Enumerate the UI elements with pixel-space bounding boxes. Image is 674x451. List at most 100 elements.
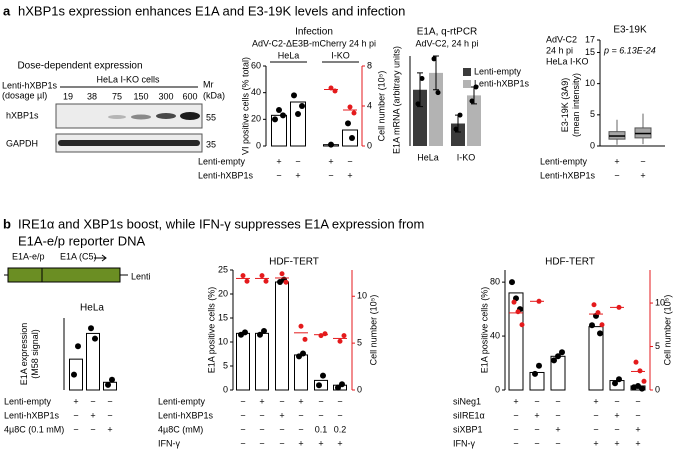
condition-sign: + (295, 170, 300, 180)
condition-label: Lenti-hXBP1s (198, 170, 254, 180)
data-point (291, 92, 297, 99)
data-point (109, 376, 115, 383)
condition-sign: − (259, 424, 264, 434)
data-point (555, 353, 561, 360)
condition-sign: + (328, 156, 333, 166)
data-point (519, 322, 525, 328)
data-point (597, 330, 603, 337)
mr-label: Mr (203, 79, 214, 89)
data-point (279, 271, 285, 277)
dose: 150 (133, 91, 148, 101)
tick-label: 10 (585, 78, 595, 88)
condition-sign: + (90, 410, 95, 420)
condition-sign: − (534, 424, 539, 434)
condition-sign: − (276, 170, 281, 180)
data-point (509, 279, 515, 286)
blot-membrane (55, 103, 203, 129)
band (156, 113, 176, 119)
condition-sign: − (513, 410, 518, 420)
condition-sign: − (328, 170, 333, 180)
condition-label: 4µ8C (mM) (158, 424, 203, 434)
data-point (473, 84, 479, 90)
bar (588, 326, 604, 391)
chart-title: HeLa (80, 303, 104, 314)
data-point (345, 120, 351, 127)
condition-sign: + (635, 424, 640, 434)
condition-sign: − (534, 396, 539, 406)
condition-label: Lenti-empty (198, 156, 246, 166)
condition-sign: + (614, 438, 619, 448)
condition-sign: + (107, 424, 112, 434)
tick-label: 10 (218, 336, 228, 346)
condition-sign: − (107, 396, 112, 406)
data-point (616, 376, 622, 383)
condition-sign: − (513, 424, 518, 434)
bar (236, 332, 250, 391)
blot-row-label: GAPDH (6, 138, 38, 148)
data-point (591, 302, 597, 308)
data-point (92, 335, 98, 342)
condition-label: Lenti-hXBP1s (158, 410, 214, 420)
tick-label: 15 (218, 312, 228, 322)
blot-row-label: hXBP1s (6, 110, 39, 120)
axis-label: E1A positive cells (%) (479, 287, 489, 374)
tick-label: 15 (585, 47, 595, 57)
data-point (551, 357, 557, 364)
condition-sign: − (73, 424, 78, 434)
condition-sign: + (555, 424, 560, 434)
condition-sign: − (614, 396, 619, 406)
data-point (298, 323, 304, 329)
condition-sign: − (259, 438, 264, 448)
data-point (589, 322, 595, 329)
p-value: p = 6.13E-24 (603, 45, 656, 55)
tick-label: 60 (251, 60, 261, 70)
reporter-diagram: E1A-e/p E1A (C5) Lenti (4, 251, 151, 283)
data-point (339, 381, 345, 388)
group-label: HeLa (278, 50, 300, 60)
tick-label: 20 (218, 288, 228, 298)
condition-label: Lenti-empty (4, 396, 52, 406)
tick-label: 10 (357, 291, 367, 301)
bar (290, 101, 306, 147)
legend-swatch (463, 68, 471, 76)
data-point (532, 370, 538, 377)
dose: 19 (63, 91, 73, 101)
data-point (316, 382, 322, 389)
data-point (332, 88, 338, 94)
panel-label: a (3, 3, 11, 18)
dose: 38 (87, 91, 97, 101)
condition-label: Lenti-empty (158, 396, 206, 406)
legend-swatch (463, 80, 471, 88)
condition-sign: 0.2 (334, 424, 347, 434)
condition-sign: + (534, 410, 539, 420)
data-point (612, 380, 618, 387)
condition-sign: + (347, 170, 352, 180)
condition-label: Lenti-hXBP1s (4, 410, 60, 420)
condition-sign: − (534, 438, 539, 448)
data-point (88, 325, 94, 332)
data-point (242, 329, 248, 336)
annotation: 24 h pi (546, 45, 573, 55)
tick-label: 5 (357, 338, 362, 348)
data-point (261, 327, 267, 334)
data-point (328, 85, 334, 91)
condition-sign: − (640, 156, 645, 166)
bar (294, 354, 308, 391)
data-point (244, 278, 250, 284)
condition-sign: − (318, 396, 323, 406)
bar (271, 114, 287, 147)
data-point (257, 331, 263, 338)
condition-sign: + (593, 396, 598, 406)
data-point (349, 135, 355, 141)
condition-label: siNeg1 (453, 396, 481, 406)
axis-label: E1A positive cells (%) (206, 287, 216, 374)
data-point (347, 104, 353, 110)
panel-title: IRE1α and XBP1s boost, while IFN-γ suppr… (18, 216, 424, 231)
condition-sign: − (555, 438, 560, 448)
bar (467, 95, 481, 146)
bands (58, 112, 200, 146)
data-point (320, 372, 326, 379)
condition-sign: − (337, 396, 342, 406)
data-point (515, 309, 521, 315)
